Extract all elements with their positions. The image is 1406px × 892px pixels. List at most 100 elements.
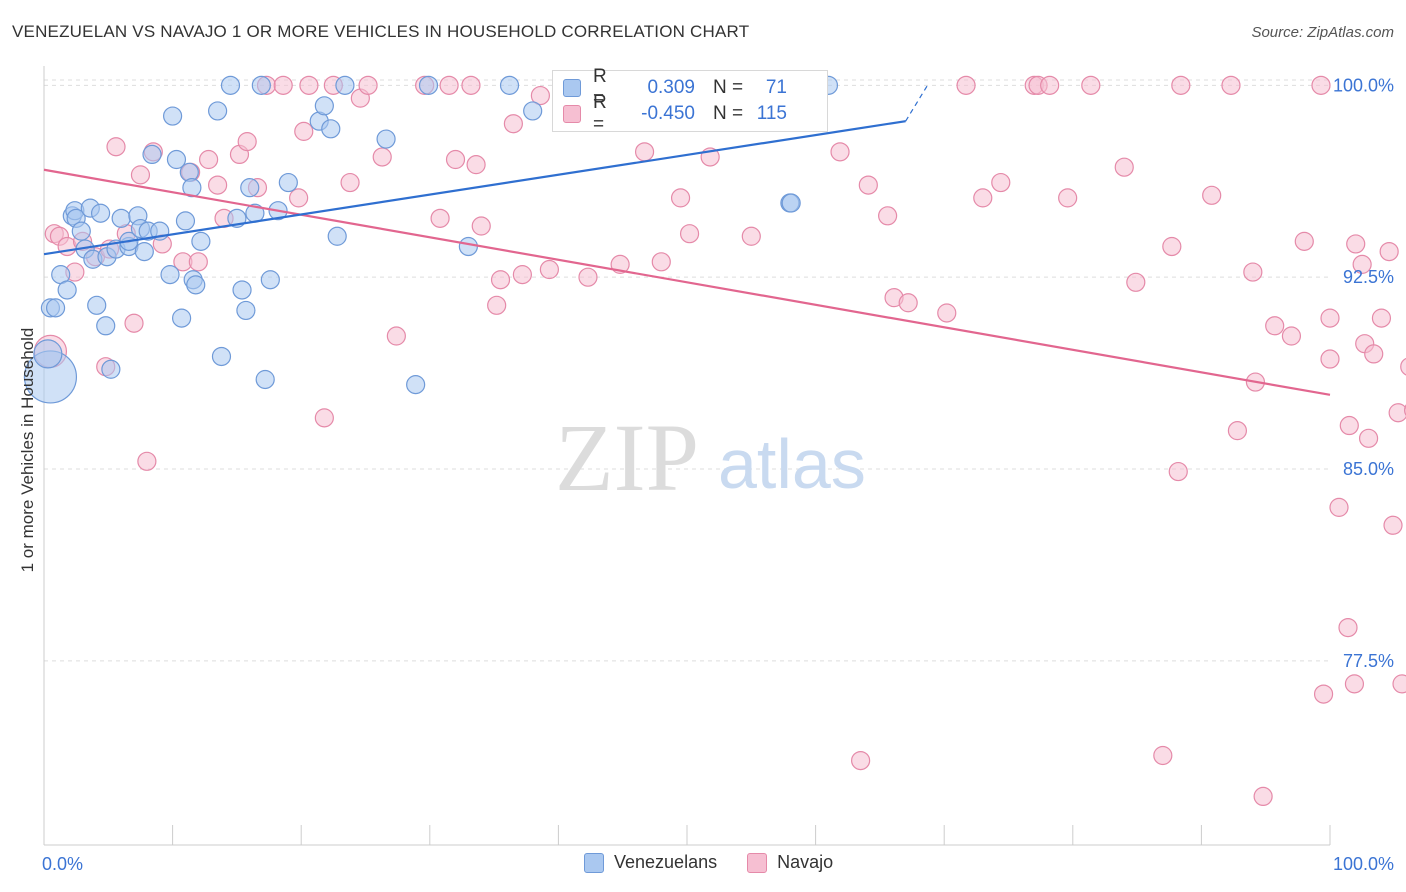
venezuelan-point [251,75,271,95]
venezuelan-point [523,101,543,121]
watermark-zip: ZIP [555,404,699,511]
navajo-point [830,142,850,162]
gridlines [44,79,1330,662]
source-label: Source: ZipAtlas.com [1251,24,1394,41]
legend-r-label: R = [593,66,607,109]
navajo-point [1221,75,1241,95]
venezuelan-point [278,172,298,193]
legend-r-value: 0.309 [647,77,695,98]
navajo-point [1313,684,1334,704]
venezuelan-point [166,149,187,170]
series-legend: Venezuelans Navajo [584,852,863,873]
navajo-point [530,85,550,106]
navajo-point [503,114,523,134]
navajo-point [878,206,898,226]
legend-n-value: 71 [765,77,787,98]
navajo-point [1171,75,1191,95]
navajo-point [461,75,481,95]
navajo-point [1371,308,1392,328]
navajo-point [898,293,918,313]
navajo-point [851,750,871,771]
venezuelan-point [90,203,111,223]
navajo-point [1040,75,1060,95]
navajo-point [188,252,208,272]
navajo-point [208,175,228,195]
venezuelan-point [406,375,426,395]
venezuelan-trend-extension [905,85,928,122]
navajo-point [199,149,219,170]
venezuelan-point [191,231,211,251]
legend-r-label: R = [593,92,607,135]
legend-n-label: N = [713,103,744,124]
legend-swatch-venezuelans [563,79,581,97]
legend-n-value: 115 [756,103,787,124]
trend-lines [43,85,1331,396]
navajo-point [1168,461,1188,482]
navajo-point [1392,674,1406,694]
venezuelan-point [321,119,341,139]
legend-item-navajo: Navajo [747,852,833,873]
navajo-point [1294,231,1314,251]
navajo-point [1352,254,1372,274]
navajo-point [512,265,532,285]
navajo-point [670,188,691,208]
navajo-point [466,155,486,175]
chart-title: VENEZUELAN VS NAVAJO 1 OR MORE VEHICLES … [12,22,750,41]
correlation-legend: R = 0.309 N = 71 R = -0.450 N = 115 [552,66,828,135]
navajo-point [314,408,334,428]
y-tick-label: 100.0% [1333,75,1394,95]
venezuelan-point [458,236,478,257]
legend-label-venezuelans: Venezuelans [614,852,718,872]
navajo-point [539,259,559,280]
x-tick-label: 100.0% [1333,854,1394,874]
venezuelan-point [314,96,334,116]
navajo-point [937,303,957,323]
navajo-point [741,226,761,246]
venezuelan-point [96,316,116,336]
navajo-point [1153,745,1173,766]
navajo-point [372,147,392,167]
venezuelan-point [163,106,183,126]
navajo-point [1400,357,1406,376]
legend-swatch-navajo [747,852,768,873]
navajo-point [679,224,700,244]
navajo-point [1081,75,1101,95]
venezuelan-point [255,369,275,390]
venezuelan-point [781,193,801,213]
navajo-point [137,451,157,471]
navajo-point [106,137,126,157]
navajo-point [1339,415,1359,436]
navajo-point [1243,262,1263,282]
navajo-point [386,326,406,346]
legend-swatch-navajo [563,105,581,123]
venezuelan-point [232,280,252,300]
venezuelan-point [240,178,260,198]
navajo-point [973,188,993,208]
legend-swatch-venezuelans [584,852,604,873]
venezuelan-point [220,75,241,95]
navajo-point [471,216,491,236]
y-axis-label-container: 1 or more Vehicles in Household [16,240,40,660]
axes [43,66,1331,846]
watermark: ZIP atlas [555,404,866,511]
navajo-point [1388,403,1406,423]
legend-label-navajo: Navajo [777,852,834,872]
navajo-point [490,270,511,290]
venezuelan-point [260,270,280,290]
navajo-point [1320,349,1340,369]
navajo-point [358,75,378,95]
navajo-point [1344,674,1365,694]
venezuelan-point [208,101,228,121]
navajo-point [1311,75,1331,95]
navajo-point [1202,185,1222,205]
legend-row-navajo: R = -0.450 N = 115 [563,92,787,135]
navajo-point [130,165,151,185]
venezuelan-point [175,211,196,231]
venezuelan-point [45,298,66,318]
navajo-point [273,75,293,95]
navajo-point [634,142,655,162]
navajo-point [1126,272,1146,292]
venezuelan-point [111,208,131,228]
navajo-point [237,132,257,152]
